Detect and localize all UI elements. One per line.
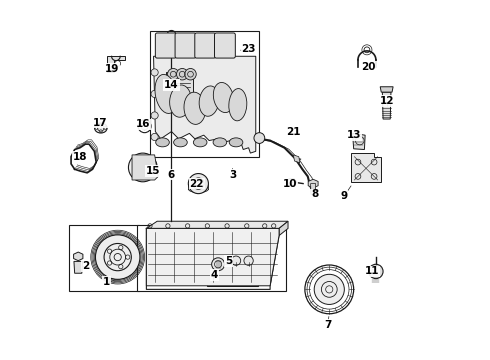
Text: 15: 15 (147, 166, 161, 176)
Bar (150, 31, 259, 157)
Polygon shape (380, 87, 393, 92)
Polygon shape (287, 179, 296, 185)
Ellipse shape (95, 123, 107, 133)
Text: 18: 18 (73, 152, 87, 162)
Ellipse shape (229, 89, 247, 121)
Ellipse shape (173, 138, 187, 147)
Text: 17: 17 (93, 118, 107, 128)
Circle shape (151, 69, 158, 76)
Polygon shape (279, 221, 288, 235)
Ellipse shape (199, 86, 219, 116)
FancyBboxPatch shape (195, 33, 216, 58)
FancyBboxPatch shape (175, 33, 196, 58)
Ellipse shape (194, 138, 207, 147)
FancyBboxPatch shape (215, 33, 235, 58)
Text: 6: 6 (168, 170, 175, 180)
Circle shape (188, 174, 208, 194)
Text: 7: 7 (324, 320, 331, 330)
Polygon shape (147, 221, 288, 228)
Circle shape (231, 256, 241, 265)
Text: 1: 1 (103, 277, 111, 287)
Ellipse shape (170, 85, 191, 117)
Ellipse shape (156, 138, 170, 147)
Text: 2: 2 (82, 261, 89, 271)
FancyBboxPatch shape (155, 33, 176, 58)
Circle shape (151, 112, 158, 119)
Polygon shape (353, 134, 365, 149)
Text: 10: 10 (283, 179, 297, 189)
Ellipse shape (155, 75, 177, 113)
Text: 19: 19 (105, 64, 120, 74)
Circle shape (185, 68, 196, 80)
Text: 9: 9 (340, 191, 347, 201)
Circle shape (128, 153, 157, 182)
Bar (69, 225, 139, 291)
Bar (175, 246, 240, 282)
Circle shape (151, 134, 158, 140)
Circle shape (212, 258, 224, 271)
Circle shape (368, 264, 383, 279)
Polygon shape (74, 252, 83, 261)
Polygon shape (74, 261, 82, 273)
Text: 11: 11 (365, 266, 380, 276)
Polygon shape (311, 184, 316, 194)
Text: 20: 20 (362, 62, 376, 72)
Text: 14: 14 (164, 80, 179, 90)
Polygon shape (382, 92, 391, 119)
Polygon shape (351, 153, 381, 182)
Text: 5: 5 (225, 256, 232, 266)
Polygon shape (166, 72, 193, 94)
Text: 12: 12 (379, 96, 394, 106)
Ellipse shape (184, 92, 206, 125)
Bar (137, 225, 286, 291)
Ellipse shape (213, 138, 227, 147)
Text: 22: 22 (189, 179, 204, 189)
Text: 16: 16 (136, 120, 150, 129)
Ellipse shape (229, 138, 243, 147)
Polygon shape (107, 56, 125, 72)
Text: 3: 3 (229, 170, 236, 180)
Polygon shape (132, 155, 158, 180)
Circle shape (151, 90, 158, 98)
Circle shape (314, 274, 344, 305)
Polygon shape (153, 56, 256, 153)
Text: 13: 13 (347, 130, 362, 140)
Circle shape (168, 68, 179, 80)
Circle shape (176, 68, 188, 80)
Circle shape (244, 256, 253, 265)
Text: 4: 4 (211, 270, 218, 280)
Bar (207, 241, 258, 286)
Circle shape (96, 235, 140, 279)
Polygon shape (147, 228, 279, 286)
Polygon shape (308, 179, 318, 188)
Text: 8: 8 (311, 189, 318, 199)
Polygon shape (294, 155, 300, 163)
Text: 21: 21 (286, 127, 301, 136)
Circle shape (254, 133, 265, 143)
Ellipse shape (213, 82, 234, 113)
Text: 23: 23 (242, 44, 256, 54)
